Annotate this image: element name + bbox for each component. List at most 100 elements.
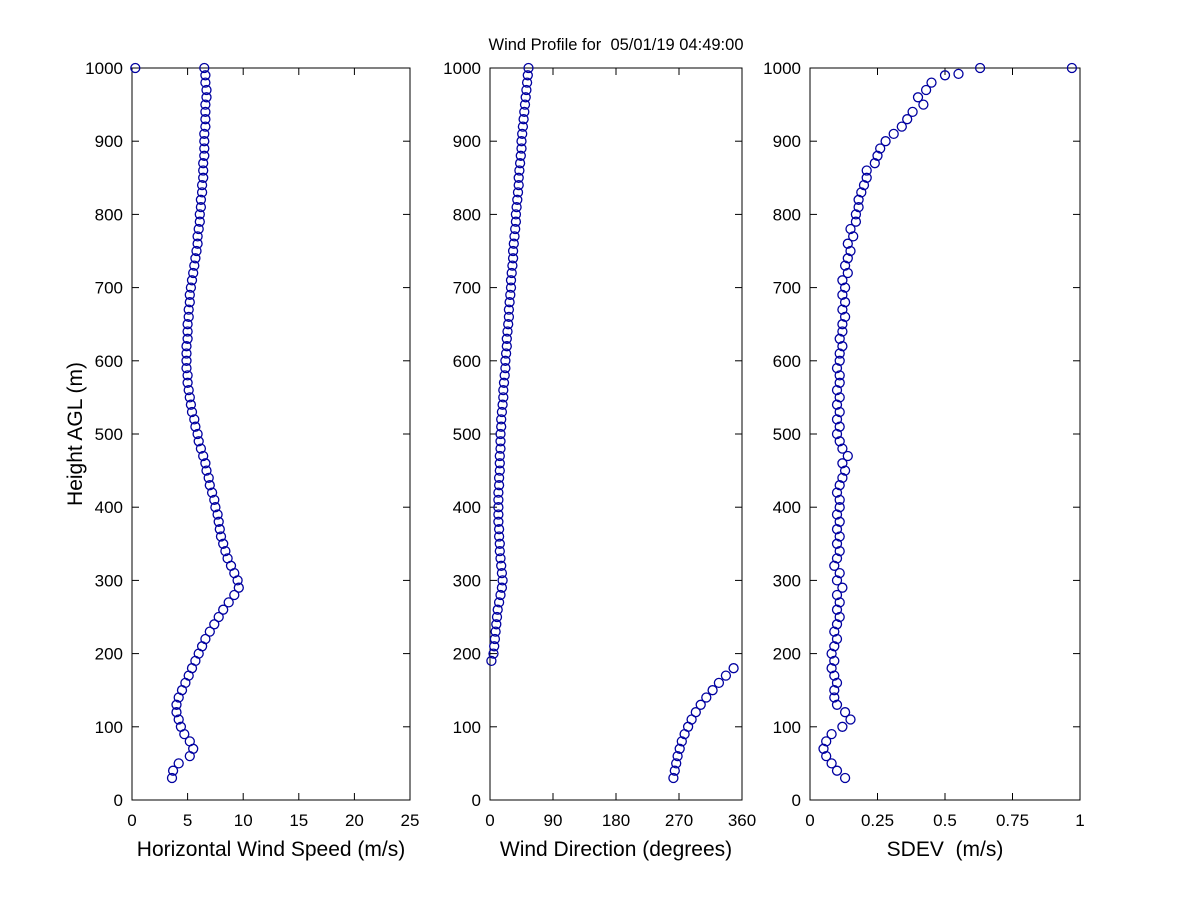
data-point: [896, 121, 907, 132]
data-point: [831, 524, 843, 535]
data-point: [492, 604, 503, 615]
data-point: [831, 509, 843, 520]
data-point: [489, 633, 501, 645]
data-point: [519, 99, 531, 110]
wind-speed-panel: 0 5 10 15 20 25 0 100 200 300 400 500 600 700 800 900 10…: [85, 59, 419, 830]
data-point: [845, 245, 856, 257]
x-tick-label: 10: [234, 811, 253, 830]
data-point: [837, 326, 848, 337]
data-point: [902, 114, 913, 125]
x-tick-label: 0: [805, 811, 814, 830]
wind-direction-panel: 0 90 180 270 360 0 100 200 300 400 500 600 700 800 900…: [443, 59, 756, 830]
data-point: [198, 172, 209, 183]
data-point: [829, 641, 840, 652]
data-point: [507, 245, 519, 257]
data-point: [953, 68, 964, 80]
data-point: [834, 611, 845, 623]
y-tick-label: 200: [453, 645, 481, 664]
data-point: [834, 392, 845, 403]
data-point: [498, 377, 510, 388]
data-point: [167, 765, 179, 776]
data-point: [845, 714, 856, 725]
data-point: [907, 106, 918, 118]
data-point: [837, 289, 848, 301]
data-point: [198, 165, 209, 176]
x-tick-label: 90: [544, 811, 563, 830]
data-point: [223, 597, 234, 608]
data-point: [183, 384, 194, 396]
data-point: [821, 736, 832, 747]
x-tick-label: 0: [485, 811, 494, 830]
data-point: [503, 304, 515, 315]
data-point: [204, 480, 215, 491]
data-point: [837, 319, 848, 330]
data-point: [831, 677, 843, 689]
data-point: [200, 114, 211, 125]
data-point: [191, 245, 202, 257]
data-point: [834, 516, 845, 527]
data-point: [506, 267, 517, 279]
data-point: [888, 128, 899, 140]
data-point: [839, 772, 851, 784]
data-point: [495, 589, 506, 601]
data-point: [494, 545, 505, 557]
data-point: [220, 545, 231, 557]
data-point: [837, 304, 848, 315]
data-point: [842, 238, 853, 249]
data-point: [185, 399, 197, 410]
y-tick-label: 600: [453, 352, 481, 371]
height-axis-label: Height AGL (m): [64, 362, 87, 506]
data-point: [491, 611, 503, 623]
data-point: [497, 575, 508, 586]
data-point: [829, 655, 840, 667]
data-point: [826, 728, 837, 740]
data-point: [515, 150, 526, 161]
y-tick-label: 0: [114, 791, 123, 810]
data-point: [196, 179, 208, 191]
data-point: [831, 487, 843, 498]
y-tick-label: 100: [453, 718, 481, 737]
data-point: [493, 597, 505, 608]
data-point: [831, 538, 843, 549]
data-point: [210, 502, 221, 513]
data-point: [503, 311, 515, 323]
x-tick-label: 0.75: [996, 811, 1029, 830]
data-point: [505, 289, 516, 301]
data-point: [512, 194, 523, 205]
data-point: [837, 275, 848, 286]
data-point: [194, 216, 205, 227]
y-tick-label: 0: [472, 791, 481, 810]
data-point: [183, 311, 194, 323]
data-point: [695, 699, 706, 710]
data-point: [853, 201, 864, 213]
y-tick-label: 200: [95, 645, 123, 664]
data-point: [834, 502, 845, 513]
data-point: [493, 480, 505, 491]
data-point: [829, 560, 840, 571]
data-point: [926, 77, 937, 88]
y-tick-label: 400: [95, 498, 123, 517]
data-point: [218, 538, 229, 549]
y-tick-label: 600: [95, 352, 123, 371]
data-point: [493, 509, 504, 520]
y-tick-label: 800: [95, 205, 123, 224]
data-point: [831, 589, 843, 601]
y-tick-label: 800: [453, 205, 481, 224]
data-point: [199, 136, 210, 147]
data-point: [517, 128, 528, 140]
x-tick-label: 360: [728, 811, 756, 830]
data-point: [233, 582, 244, 593]
data-point: [186, 406, 198, 418]
y-tick-label: 500: [773, 425, 801, 444]
data-point: [974, 62, 986, 74]
axes-box: [809, 67, 1081, 801]
data-point: [507, 253, 519, 264]
data-point: [494, 465, 505, 476]
data-point: [493, 516, 504, 527]
data-point: [185, 282, 197, 293]
data-point: [516, 136, 527, 147]
data-point: [201, 92, 212, 103]
y-tick-label: 700: [95, 279, 123, 298]
data-point: [494, 450, 505, 462]
data-point: [493, 531, 505, 542]
